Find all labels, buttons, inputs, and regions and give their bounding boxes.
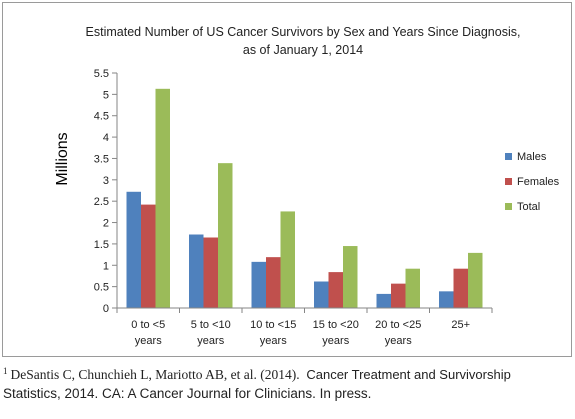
bar-males-5: [439, 291, 454, 308]
y-tick-label: 3.5: [94, 153, 109, 165]
y-tick-label: 1: [103, 260, 109, 272]
footnote-citation-source: Statistics, 2014. CA: A Cancer Journal f…: [3, 386, 372, 401]
y-tick-label: 0: [103, 303, 109, 315]
x-category-label: years: [385, 335, 412, 347]
legend: Males Females Total: [505, 151, 560, 213]
bar-females-0: [141, 204, 156, 308]
chart-title-line-2: as of January 1, 2014: [243, 43, 363, 57]
legend-label-total: Total: [517, 201, 540, 213]
footnote-marker: 1: [3, 366, 8, 376]
footnote-citation-authors: DeSantis C, Chunchieh L, Mariotto AB, et…: [10, 367, 300, 382]
y-tick-label: 5.5: [94, 68, 109, 80]
bar-females-5: [453, 268, 468, 308]
bar-total-5: [468, 252, 483, 308]
x-category-label: years: [322, 335, 349, 347]
axes: [116, 73, 492, 309]
x-category-label: 5 to <10: [191, 319, 231, 331]
bar-females-1: [203, 237, 218, 308]
bar-males-0: [126, 191, 141, 308]
x-category-label: 0 to <5: [131, 319, 165, 331]
x-category-label: years: [197, 335, 224, 347]
bars-group: [126, 88, 483, 309]
bar-females-4: [391, 283, 406, 308]
bar-total-4: [405, 268, 420, 308]
chart-title-line-1: Estimated Number of US Cancer Survivors …: [86, 25, 521, 39]
legend-swatch-females: [505, 178, 512, 185]
y-tick-label: 5: [103, 89, 109, 101]
bar-females-3: [328, 272, 343, 308]
bar-total-0: [155, 88, 170, 309]
bar-chart: Estimated Number of US Cancer Survivors …: [54, 25, 560, 347]
bar-total-3: [343, 246, 358, 308]
footnote-citation-title: Cancer Treatment and Survivorship: [306, 367, 511, 382]
legend-swatch-males: [505, 153, 512, 160]
y-tick-label: 4: [103, 132, 109, 144]
x-category-label: 15 to <20: [313, 319, 359, 331]
y-axis-label: Millions: [54, 132, 71, 185]
legend-label-males: Males: [517, 151, 547, 163]
y-tick-label: 4.5: [94, 111, 109, 123]
y-axis-ticks: 0 0.5 1 1.5 2 2.5 3 3.5 4 4.5 5 5.5: [94, 68, 117, 315]
footnote: 1 DeSantis C, Chunchieh L, Mariotto AB, e…: [3, 362, 571, 403]
legend-swatch-total: [505, 203, 512, 210]
x-category-label: years: [260, 335, 287, 347]
bar-males-2: [251, 261, 266, 308]
bar-total-2: [280, 211, 295, 308]
bar-males-4: [376, 293, 391, 308]
bar-females-2: [266, 257, 281, 308]
legend-label-females: Females: [517, 176, 560, 188]
x-category-label: 20 to <25: [375, 319, 421, 331]
y-tick-label: 2.5: [94, 196, 109, 208]
bar-males-3: [314, 281, 329, 308]
bar-males-1: [189, 234, 204, 308]
x-category-label: 25+: [451, 319, 470, 331]
bar-total-1: [218, 163, 233, 308]
chart-frame: Estimated Number of US Cancer Survivors …: [2, 2, 572, 357]
y-tick-label: 0.5: [94, 282, 109, 294]
x-axis-category-labels: 0 to <5 years 5 to <10 years 10 to <15 years 1…: [116, 308, 493, 347]
x-category-label: years: [135, 335, 162, 347]
y-tick-label: 2: [103, 218, 109, 230]
x-category-label: 10 to <15: [250, 319, 296, 331]
y-tick-label: 1.5: [94, 239, 109, 251]
y-tick-label: 3: [103, 175, 109, 187]
